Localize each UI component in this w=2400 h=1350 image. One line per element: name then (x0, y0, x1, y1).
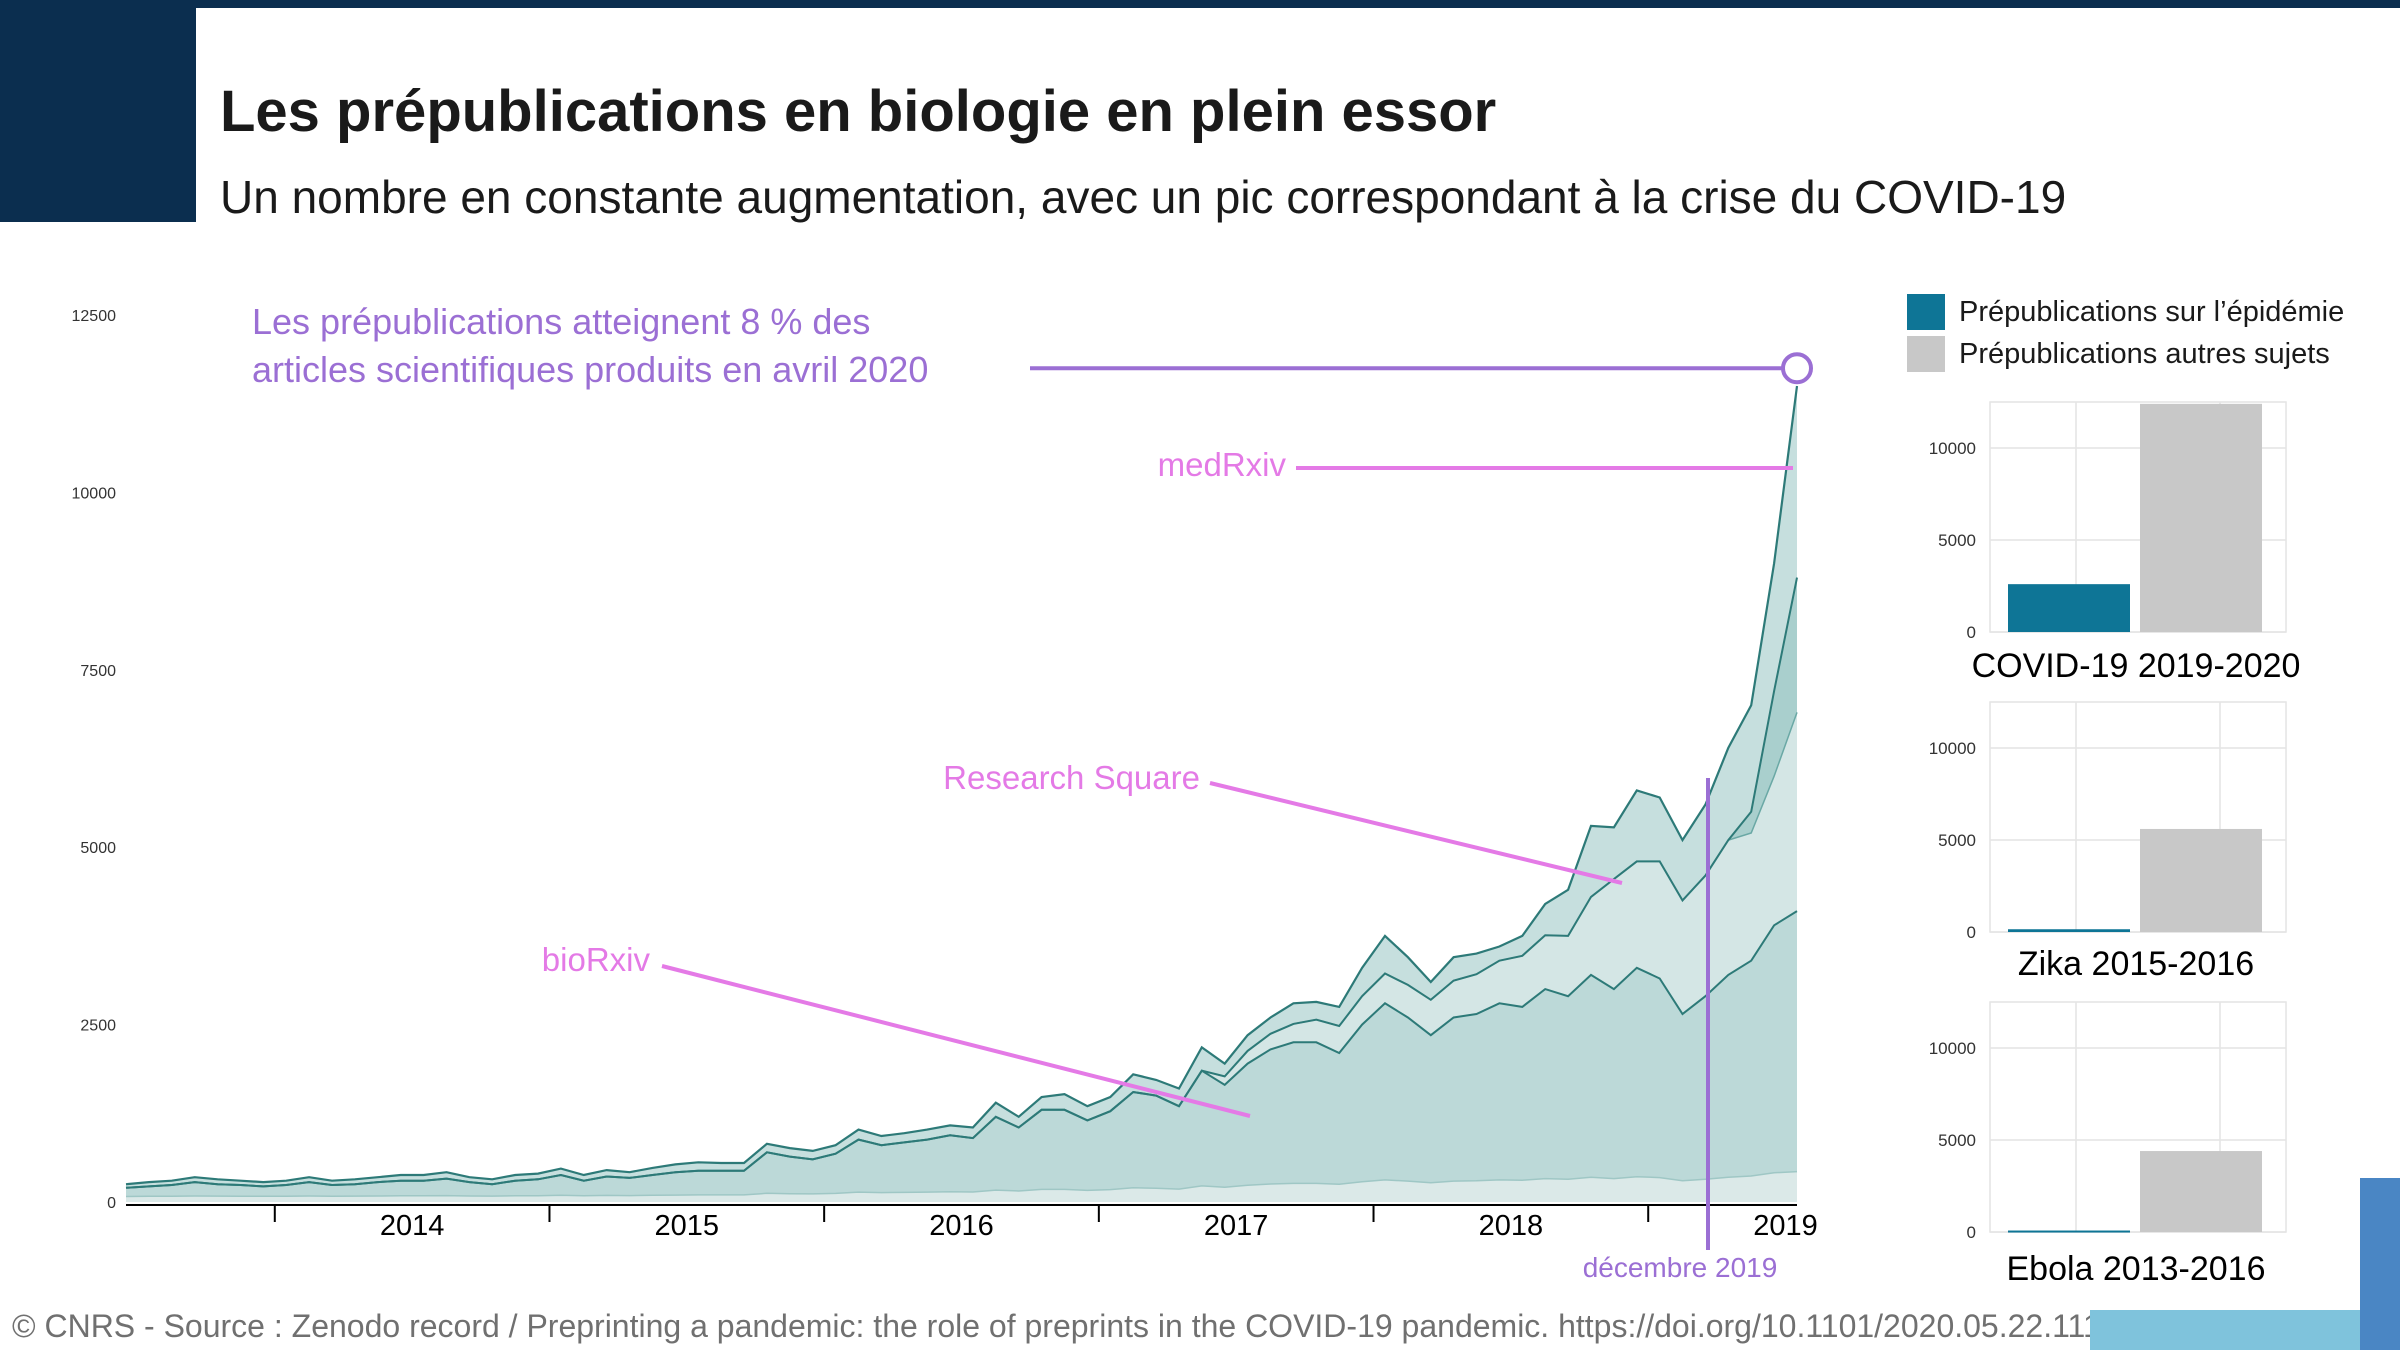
line-total (125, 385, 1799, 1186)
small-chart-1: 0 5000 10000 COVID-19 2019-2020 (1929, 401, 2301, 685)
small-chart-title: COVID-19 2019-2020 (1972, 647, 2301, 685)
main-area-chart: 0 2500 5000 7500 10000 12500 2014 2015 2016 2017 2… (72, 301, 1818, 1283)
bar-other (2140, 828, 2262, 932)
small-chart-y-tick: 0 (1967, 623, 1976, 642)
y-tick-label: 2500 (80, 1018, 116, 1035)
annotation-medrxiv: medRxiv (1158, 446, 1287, 483)
legend-swatch-other (1907, 336, 1945, 372)
source-footer: © CNRS - Source : Zenodo record / Prepri… (12, 1308, 2155, 1344)
legend-label-epidemic: Prépublications sur l’épidémie (1959, 295, 2345, 328)
bar-epidemic (2008, 1230, 2130, 1233)
page-title: Les prépublications en biologie en plein… (220, 79, 1497, 144)
small-chart-y-tick: 10000 (1929, 439, 1976, 458)
small-chart-2: 0 5000 10000 Zika 2015-2016 (1929, 701, 2287, 983)
x-tick-label: 2014 (380, 1210, 445, 1242)
small-chart-y-tick: 10000 (1929, 739, 1976, 758)
y-tick-label: 7500 (80, 663, 116, 680)
annotation-biorxiv-leader (661, 964, 1251, 1118)
y-tick-label: 12500 (72, 308, 117, 325)
small-chart-title: Zika 2015-2016 (2018, 945, 2254, 983)
x-tick-label: 2016 (929, 1210, 994, 1242)
line-medrxiv (125, 577, 1798, 1189)
small-chart-y-tick: 5000 (1938, 831, 1976, 850)
annotation-biorxiv: bioRxiv (542, 941, 651, 978)
axis-layer: 0 2500 5000 7500 10000 12500 2014 2015 2016 2017 2… (72, 308, 1818, 1242)
small-chart-y-tick: 0 (1967, 923, 1976, 942)
bar-other (2140, 403, 2262, 632)
legend-swatch-epidemic (1907, 294, 1945, 330)
y-tick-label: 5000 (80, 840, 116, 857)
annotation-8pct-line2: articles scientifiques produits en avril… (252, 349, 928, 390)
corner-block (0, 0, 196, 222)
legend-label-other: Prépublications autres sujets (1959, 337, 2330, 370)
area-layer (125, 385, 1799, 1202)
small-chart-y-tick: 10000 (1929, 1039, 1976, 1058)
line-other-servers (125, 1170, 1798, 1198)
x-tick-label: 2018 (1479, 1210, 1544, 1242)
top-bar (0, 0, 2400, 8)
y-tick-label: 0 (107, 1195, 116, 1212)
legend: Prépublications sur l’épidémie Prépublic… (1907, 292, 2344, 376)
area-biorxiv (126, 911, 1797, 1197)
x-tick-label: 2015 (655, 1210, 720, 1242)
small-chart-title: Ebola 2013-2016 (2006, 1250, 2265, 1280)
decorative-bar-right (2360, 1178, 2400, 1350)
legend-item-epidemic: Prépublications sur l’épidémie (1907, 292, 2344, 332)
small-chart-y-tick: 5000 (1938, 1131, 1976, 1150)
x-tick-label: 2019 (1753, 1210, 1818, 1242)
annotation-research-square-leader (1209, 781, 1623, 885)
bar-other (2140, 1151, 2262, 1232)
annotation-layer: Les prépublications atteignent 8 % des ar… (252, 301, 1813, 1283)
legend-item-other: Prépublications autres sujets (1907, 334, 2344, 374)
annotation-peak-marker (1781, 352, 1813, 385)
area-other-servers (126, 1171, 1797, 1202)
annotation-research-square: Research Square (943, 759, 1200, 796)
small-chart-y-tick: 5000 (1938, 531, 1976, 550)
bar-epidemic (2008, 584, 2130, 632)
bar-epidemic (2008, 929, 2130, 932)
y-tick-label: 10000 (72, 485, 117, 502)
x-tick-label: 2017 (1204, 1210, 1269, 1242)
small-chart-3: 0 5000 10000 Ebola 2013-2016 (1929, 1001, 2287, 1280)
page-subtitle: Un nombre en constante augmentation, ave… (220, 171, 2067, 223)
annotation-december: décembre 2019 (1583, 1252, 1778, 1283)
decorative-bar-bottom (2090, 1310, 2360, 1350)
annotation-8pct-line1: Les prépublications atteignent 8 % des (252, 301, 870, 342)
small-chart-y-tick: 0 (1967, 1223, 1976, 1242)
small-bar-charts: 0 5000 10000 COVID-19 2019-2020 0 5000 10000 Zi… (1929, 401, 2301, 1280)
